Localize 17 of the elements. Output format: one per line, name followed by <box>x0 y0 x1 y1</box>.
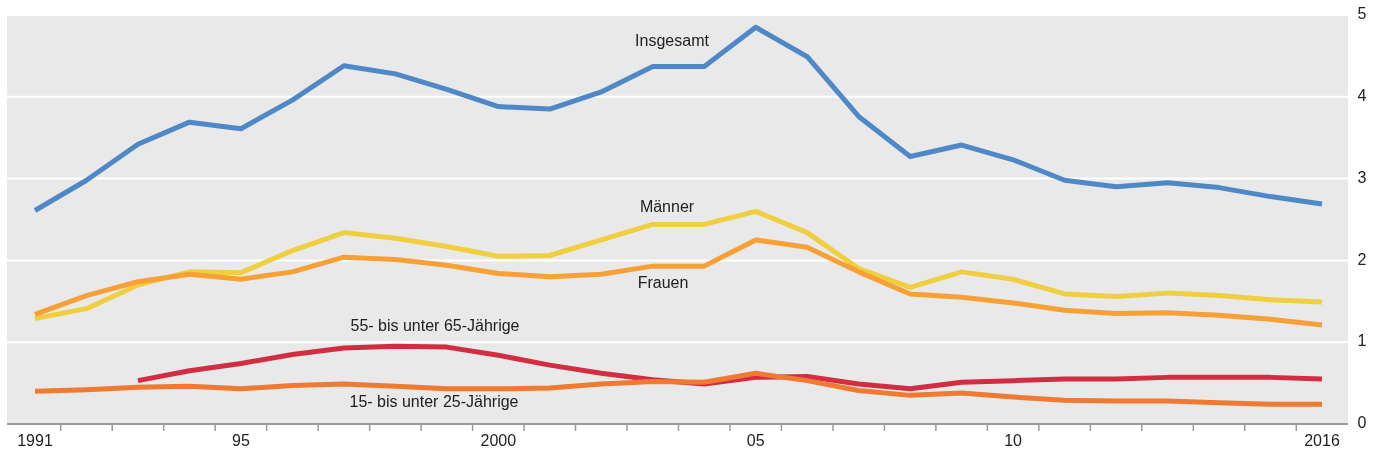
x-tick-label: 10 <box>1004 432 1023 450</box>
x-tick-label: 1991 <box>17 432 53 450</box>
x-tick-label: 05 <box>746 432 765 450</box>
y-tick-label: 0 <box>1357 414 1367 432</box>
series-label: Insgesamt <box>635 32 710 50</box>
y-tick-label: 1 <box>1357 332 1367 350</box>
x-tick-label: 2000 <box>480 432 517 450</box>
y-tick-label: 2 <box>1357 250 1367 268</box>
series-label: Frauen <box>637 274 689 292</box>
x-tick-label: 95 <box>232 432 250 450</box>
series-label: 55- bis unter 65-Jährige <box>350 317 520 335</box>
series-label: 15- bis unter 25-Jährige <box>349 393 519 411</box>
series-label: Männer <box>639 198 695 216</box>
y-tick-label: 5 <box>1357 5 1367 23</box>
y-tick-label: 4 <box>1357 87 1367 105</box>
x-tick-label: 2016 <box>1304 432 1340 450</box>
y-tick-label: 3 <box>1357 168 1367 186</box>
